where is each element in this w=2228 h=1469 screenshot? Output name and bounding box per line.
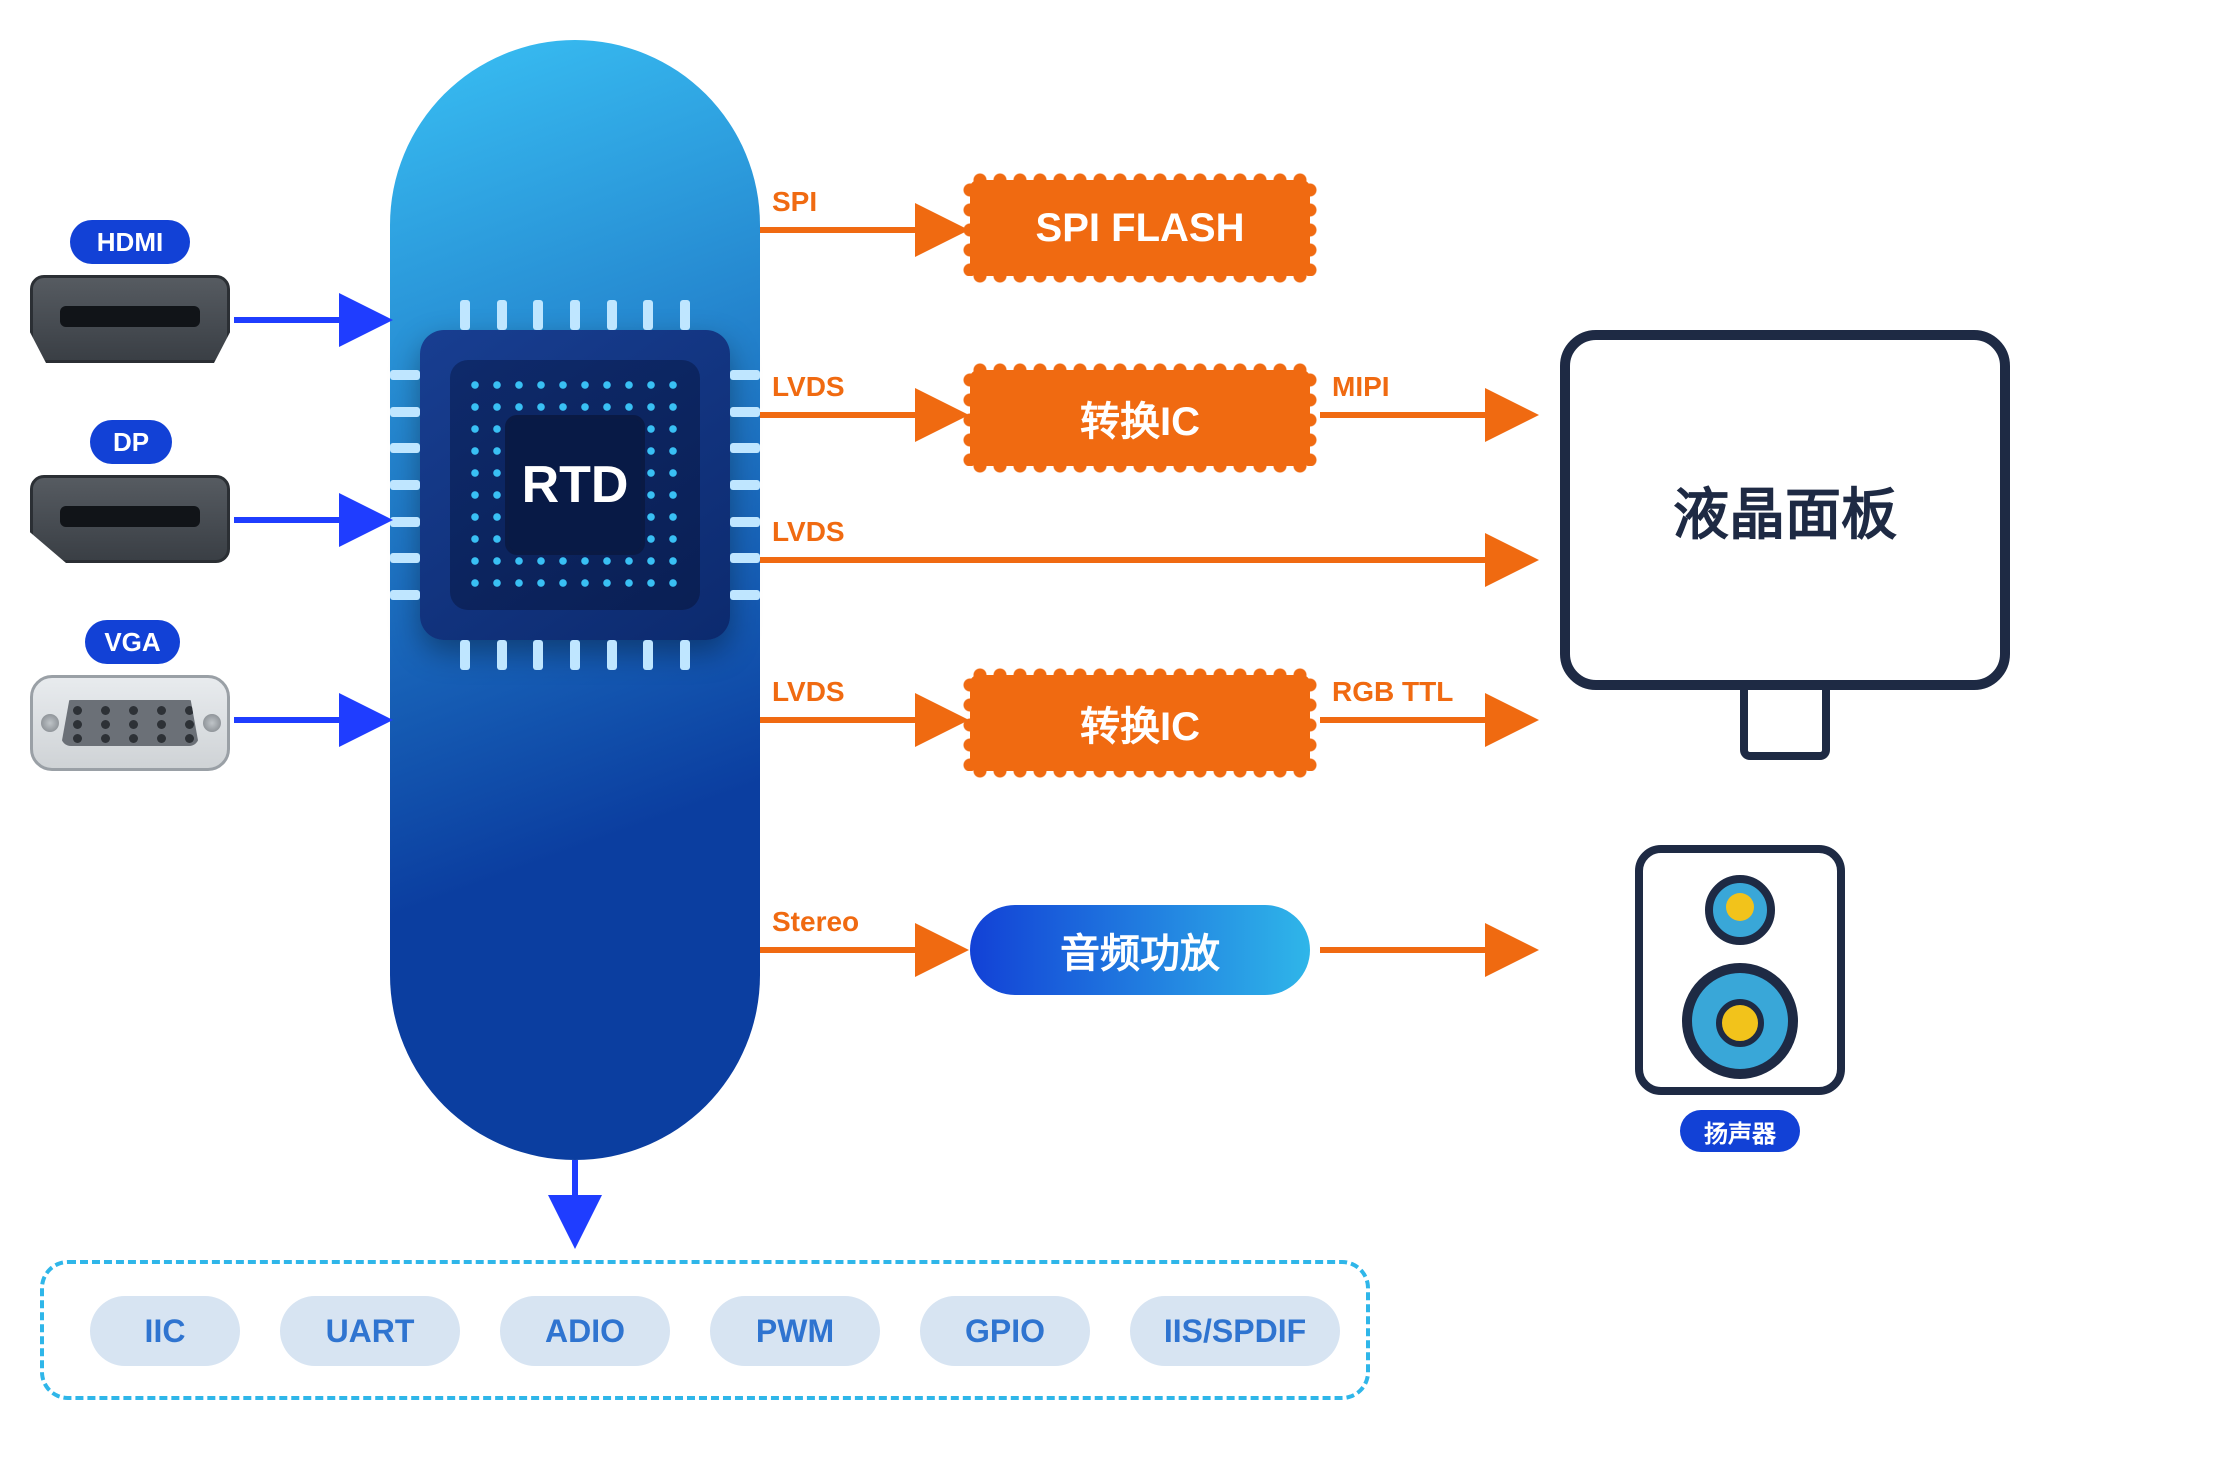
stamp-teeth xyxy=(963,370,977,466)
chip-pin xyxy=(390,590,420,600)
audio-amp-pill: 音频功放 xyxy=(970,905,1310,995)
chip-pin xyxy=(390,443,420,453)
iface-pill-pwm: PWM xyxy=(710,1296,880,1366)
rtd-chip-inner: RTD xyxy=(450,360,700,610)
chip-pin xyxy=(497,300,507,330)
chip-pin xyxy=(390,553,420,563)
iface-pill-iic: IIC xyxy=(90,1296,240,1366)
chip-pin xyxy=(680,640,690,670)
chip-block-label: 转换IC xyxy=(1080,389,1200,447)
lcd-panel-label: 液晶面板 xyxy=(1673,470,1897,551)
iface-pill-label: IIS/SPDIF xyxy=(1164,1313,1306,1350)
chip-pin xyxy=(730,590,760,600)
chip-pin xyxy=(607,640,617,670)
arrow-label: LVDS xyxy=(772,516,845,548)
input-badge-vga: VGA xyxy=(85,620,180,664)
iface-pill-label: PWM xyxy=(756,1313,834,1350)
stamp-teeth xyxy=(1303,675,1317,771)
chip-pin xyxy=(460,640,470,670)
stamp-teeth xyxy=(970,459,1310,473)
arrow-label: SPI xyxy=(772,186,817,218)
chip-pin xyxy=(730,480,760,490)
input-badge-hdmi: HDMI xyxy=(70,220,190,264)
chip-pin xyxy=(390,407,420,417)
stamp-teeth xyxy=(970,363,1310,377)
iface-pill-label: IIC xyxy=(145,1313,186,1350)
stamp-teeth xyxy=(963,180,977,276)
chip-pin xyxy=(497,640,507,670)
input-badge-dp: DP xyxy=(90,420,172,464)
diagram-canvas: RTD 液晶面板 扬声器 HDMI DP VGA SPI FLASH 转换IC 转换IC 音… xyxy=(0,0,2228,1469)
arrow-label: LVDS xyxy=(772,676,845,708)
chip-pin xyxy=(730,517,760,527)
stamp-teeth xyxy=(970,764,1310,778)
rtd-chip-label: RTD xyxy=(522,455,629,515)
rtd-chip-core: RTD xyxy=(505,415,645,555)
lcd-panel: 液晶面板 xyxy=(1560,330,2010,690)
chip-block-label: SPI FLASH xyxy=(1036,206,1245,251)
speaker-label: 扬声器 xyxy=(1680,1110,1800,1152)
stamp-teeth xyxy=(970,668,1310,682)
stamp-teeth xyxy=(1303,180,1317,276)
chip-pin xyxy=(643,640,653,670)
iface-pill-adio: ADIO xyxy=(500,1296,670,1366)
chip-pin xyxy=(607,300,617,330)
chip-pin xyxy=(533,640,543,670)
stamp-teeth xyxy=(970,269,1310,283)
iface-pill-label: ADIO xyxy=(545,1313,625,1350)
arrow-label: LVDS xyxy=(772,371,845,403)
chip-block-spi_flash: SPI FLASH xyxy=(970,180,1310,276)
chip-pin xyxy=(570,640,580,670)
connector-vga xyxy=(30,675,230,771)
chip-pin xyxy=(390,370,420,380)
chip-block-conv2: 转换IC xyxy=(970,675,1310,771)
chip-pin xyxy=(533,300,543,330)
chip-pin xyxy=(570,300,580,330)
iface-pill-iisspdif: IIS/SPDIF xyxy=(1130,1296,1340,1366)
speaker-label-text: 扬声器 xyxy=(1704,1114,1776,1149)
chip-pin xyxy=(730,553,760,563)
iface-pill-label: UART xyxy=(326,1313,415,1350)
audio-amp-label: 音频功放 xyxy=(1060,921,1220,979)
chip-pin xyxy=(643,300,653,330)
arrow-label: MIPI xyxy=(1332,371,1390,403)
speaker-tweeter-center xyxy=(1726,893,1754,921)
chip-pin xyxy=(460,300,470,330)
connector-dp xyxy=(30,475,230,563)
connector-hdmi xyxy=(30,275,230,363)
chip-pin xyxy=(730,443,760,453)
arrow-label: RGB TTL xyxy=(1332,676,1453,708)
chip-block-label: 转换IC xyxy=(1080,694,1200,752)
stamp-teeth xyxy=(1303,370,1317,466)
iface-pill-uart: UART xyxy=(280,1296,460,1366)
iface-pill-gpio: GPIO xyxy=(920,1296,1090,1366)
speaker-woofer-center xyxy=(1716,999,1764,1047)
arrow-label: Stereo xyxy=(772,906,859,938)
chip-pin xyxy=(390,517,420,527)
speaker-box xyxy=(1635,845,1845,1095)
stamp-teeth xyxy=(963,675,977,771)
chip-pin xyxy=(680,300,690,330)
iface-pill-label: GPIO xyxy=(965,1313,1045,1350)
chip-pin xyxy=(730,370,760,380)
chip-pin xyxy=(390,480,420,490)
lcd-panel-stand xyxy=(1740,690,1830,760)
chip-block-conv1: 转换IC xyxy=(970,370,1310,466)
chip-pin xyxy=(730,407,760,417)
stamp-teeth xyxy=(970,173,1310,187)
rtd-chip: RTD xyxy=(420,330,730,640)
